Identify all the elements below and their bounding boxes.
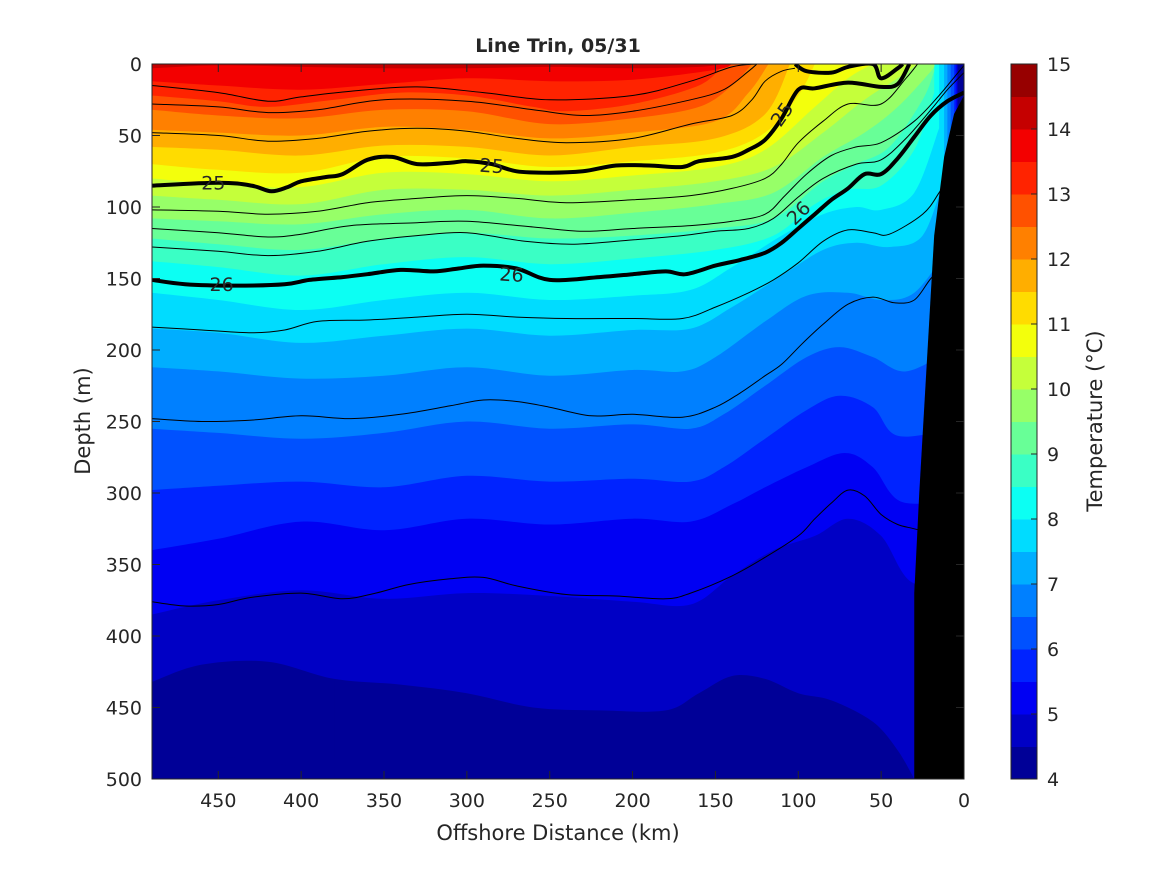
colorbar-tick-label: 6 xyxy=(1047,639,1059,661)
colorbar-swatch xyxy=(1011,96,1037,130)
y-tick-label: 0 xyxy=(130,54,142,76)
density-contour xyxy=(152,64,758,117)
colorbar-swatch xyxy=(1011,356,1037,390)
bathymetry xyxy=(914,95,964,779)
density-contour xyxy=(152,65,964,238)
colorbar-swatches xyxy=(1011,64,1037,780)
colorbar-swatch xyxy=(1011,324,1037,357)
y-axis-label: Depth (m) xyxy=(71,367,95,474)
x-axis-label: Offshore Distance (km) xyxy=(436,821,679,845)
x-tick-label: 0 xyxy=(958,790,970,812)
x-axis: 450 400 350 300 250 200 150 100 50 0 xyxy=(200,64,970,812)
colorbar-swatch xyxy=(1011,616,1037,650)
colorbar-tick-label: 14 xyxy=(1047,119,1071,141)
x-tick-label: 100 xyxy=(780,790,816,812)
x-tick-label: 350 xyxy=(366,790,402,812)
contour-label-text: 25 xyxy=(201,173,225,195)
colorbar-tick-label: 7 xyxy=(1047,574,1059,596)
colorbar-swatch xyxy=(1011,129,1037,162)
y-tick-label: 50 xyxy=(118,126,142,148)
chart-title: Line Trin, 05/31 xyxy=(475,35,641,57)
x-tick-label: 400 xyxy=(283,790,319,812)
colorbar-swatch xyxy=(1011,194,1037,227)
contour-label: 26 xyxy=(210,274,234,296)
colorbar-tick-label: 11 xyxy=(1047,314,1071,336)
temperature-band xyxy=(152,64,724,69)
colorbar-swatch xyxy=(1011,584,1037,617)
x-tick-label: 250 xyxy=(532,790,568,812)
y-tick-label: 250 xyxy=(106,412,142,434)
y-tick-label: 400 xyxy=(106,626,142,648)
colorbar-ticks: 4 5 6 7 8 9 10 11 12 13 14 15 xyxy=(1031,54,1071,791)
colorbar-tick-label: 4 xyxy=(1047,769,1059,791)
contour-label: 26 xyxy=(499,263,525,287)
colorbar-swatch xyxy=(1011,551,1037,585)
contour-label-text: 26 xyxy=(499,263,525,287)
contour-label: 25 xyxy=(201,173,225,195)
x-tick-label: 200 xyxy=(614,790,650,812)
contour-label-text: 26 xyxy=(210,274,234,296)
density-contour-labeled xyxy=(152,64,912,194)
colorbar-tick-label: 15 xyxy=(1047,54,1071,76)
density-contour xyxy=(152,64,918,215)
y-tick-label: 100 xyxy=(106,197,142,219)
density-contour-labeled xyxy=(152,90,964,288)
y-tick-label: 500 xyxy=(106,769,142,791)
colorbar-tick-label: 9 xyxy=(1047,444,1059,466)
y-tick-label: 150 xyxy=(106,269,142,291)
density-contour xyxy=(152,489,948,607)
colorbar-label: Temperature (°C) xyxy=(1083,330,1107,512)
y-tick-label: 300 xyxy=(106,483,142,505)
y-tick-label: 450 xyxy=(106,698,142,720)
y-tick-label: 200 xyxy=(106,340,142,362)
contour-label: 25 xyxy=(479,155,505,179)
colorbar-swatch xyxy=(1011,714,1037,747)
colorbar-swatch xyxy=(1011,519,1037,552)
x-tick-label: 150 xyxy=(697,790,733,812)
density-contour xyxy=(152,67,796,144)
contour-label-text: 25 xyxy=(479,155,505,179)
density-contour xyxy=(152,64,757,102)
x-tick-label: 50 xyxy=(869,790,893,812)
y-axis: 0 50 100 150 200 250 300 350 400 450 500 xyxy=(106,54,964,791)
x-tick-label: 450 xyxy=(200,790,236,812)
colorbar-swatch xyxy=(1011,291,1037,325)
colorbar-swatch xyxy=(1011,421,1037,455)
colorbar-swatch xyxy=(1011,259,1037,292)
colorbar-swatch xyxy=(1011,161,1037,195)
colorbar-swatch xyxy=(1011,226,1037,260)
density-contour xyxy=(152,256,952,423)
x-tick-label: 300 xyxy=(449,790,485,812)
colorbar-swatch xyxy=(1011,454,1037,487)
colorbar-swatch xyxy=(1011,681,1037,715)
temperature-fill xyxy=(152,64,964,779)
density-contour xyxy=(152,163,957,334)
seafloor xyxy=(914,95,964,779)
y-tick-label: 350 xyxy=(106,555,142,577)
colorbar-swatch xyxy=(1011,746,1037,780)
colorbar: 4 5 6 7 8 9 10 11 12 13 14 15 Temperature (°C) xyxy=(1010,54,1107,791)
colorbar-tick-label: 13 xyxy=(1047,184,1071,206)
density-contour xyxy=(152,72,964,257)
colorbar-swatch xyxy=(1011,64,1037,97)
colorbar-swatch xyxy=(1011,649,1037,682)
colorbar-frame xyxy=(1010,63,1038,780)
colorbar-tick-label: 10 xyxy=(1047,379,1071,401)
density-contours xyxy=(152,64,964,607)
colorbar-swatch xyxy=(1011,389,1037,422)
colorbar-tick-label: 12 xyxy=(1047,249,1071,271)
temperature-band xyxy=(152,64,732,90)
colorbar-tick-label: 8 xyxy=(1047,509,1059,531)
colorbar-tick-label: 5 xyxy=(1047,704,1059,726)
colorbar-swatch xyxy=(1011,486,1037,520)
